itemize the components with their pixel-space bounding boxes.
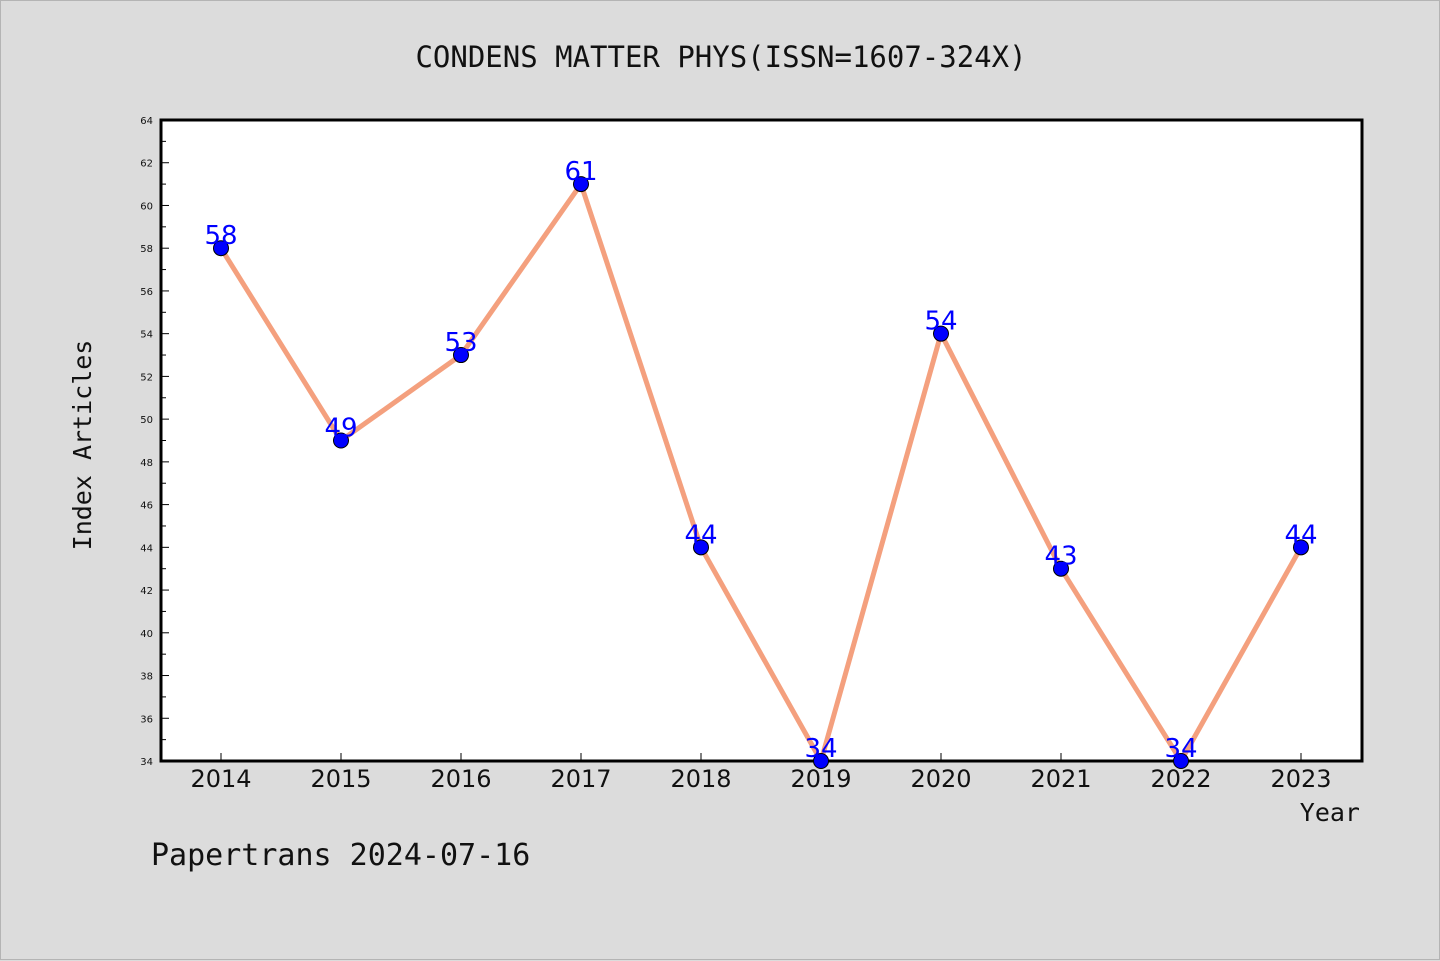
x-tick-label: 2014 — [190, 765, 251, 793]
y-tick-label: 54 — [140, 330, 153, 341]
y-tick-label: 62 — [140, 159, 153, 170]
y-tick-label: 52 — [140, 372, 153, 383]
y-tick-label: 48 — [140, 458, 153, 469]
x-tick-label: 2016 — [430, 765, 491, 793]
data-point — [453, 347, 469, 364]
y-tick-label: 42 — [140, 586, 153, 597]
y-tick-label: 64 — [140, 116, 153, 127]
y-tick-label: 38 — [140, 672, 153, 683]
y-axis-ticks: 34 36 38 40 42 44 46 48 50 52 54 56 58 60 62 64 — [140, 116, 169, 768]
chart-title: CONDENS MATTER PHYS(ISSN=1607-324X) — [415, 40, 1026, 74]
x-axis-ticks: 2014 2015 2016 2017 2018 2019 2020 2021 2022 2023 — [190, 753, 1332, 793]
data-point — [1053, 560, 1069, 577]
data-point — [573, 176, 589, 193]
data-markers — [213, 176, 1309, 769]
data-label: 44 — [684, 520, 717, 550]
data-point — [1173, 753, 1189, 769]
data-labels: 58 49 53 61 44 34 54 43 34 44 — [204, 157, 1317, 764]
x-tick-label: 2019 — [790, 765, 851, 793]
data-label: 44 — [1284, 520, 1317, 550]
x-tick-label: 2021 — [1030, 765, 1091, 793]
data-label: 53 — [444, 328, 477, 358]
data-point — [813, 753, 829, 769]
x-tick-label: 2022 — [1150, 765, 1211, 793]
data-label: 61 — [564, 157, 597, 187]
x-tick-label: 2018 — [670, 765, 731, 793]
data-label: 49 — [324, 414, 357, 444]
data-label: 43 — [1044, 542, 1077, 572]
y-tick-label: 44 — [140, 543, 153, 554]
y-axis-label: Index Articles — [68, 340, 97, 551]
y-tick-label: 34 — [140, 757, 153, 768]
x-tick-label: 2017 — [550, 765, 611, 793]
series-line — [218, 181, 1304, 764]
data-point — [933, 325, 949, 342]
series-line-group — [218, 181, 1304, 764]
data-point — [333, 432, 349, 449]
x-tick-label: 2015 — [310, 765, 371, 793]
data-point — [1293, 539, 1309, 556]
y-tick-label: 56 — [140, 287, 153, 298]
x-tick-label: 2023 — [1270, 765, 1331, 793]
data-label: 34 — [804, 734, 837, 764]
y-tick-label: 50 — [140, 415, 153, 426]
y-tick-label: 46 — [140, 501, 153, 512]
footer-watermark: Papertrans 2024-07-16 — [151, 838, 530, 873]
x-tick-label: 2020 — [910, 765, 971, 793]
data-point — [693, 539, 709, 556]
y-tick-label: 60 — [140, 201, 153, 212]
data-label: 58 — [204, 221, 237, 251]
y-tick-label: 36 — [140, 714, 153, 725]
y-tick-label: 40 — [140, 629, 153, 640]
y-tick-label: 58 — [140, 244, 153, 255]
data-label: 54 — [924, 307, 957, 337]
data-label: 34 — [1164, 734, 1197, 764]
x-axis-label: Year — [1300, 798, 1360, 827]
data-point — [213, 240, 229, 257]
